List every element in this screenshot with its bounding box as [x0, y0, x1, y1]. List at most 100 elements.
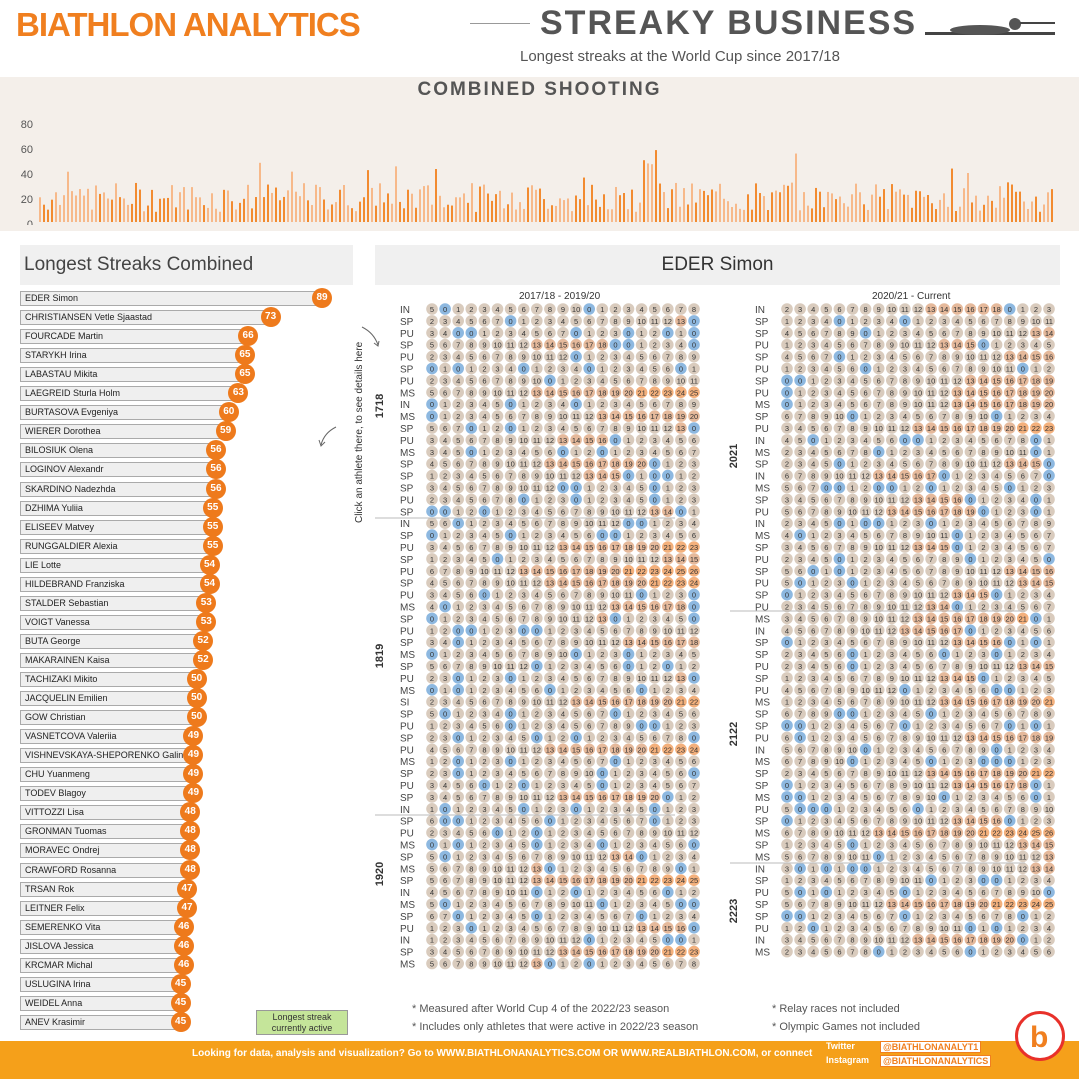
shot-count: 3 [811, 841, 815, 850]
shot-cell [504, 446, 517, 458]
shot-cell [557, 517, 569, 529]
athlete-row[interactable]: BUTA George [20, 633, 208, 649]
shot-cell [452, 446, 464, 458]
shot-cell [570, 422, 582, 434]
athlete-row[interactable]: LABASTAU Mikita [20, 367, 249, 383]
athlete-row[interactable]: VOIGT Vanessa [20, 614, 211, 630]
shot-count: 8 [495, 543, 499, 552]
athlete-row[interactable]: GRONMAN Tuomas [20, 824, 195, 840]
shot-cell [544, 529, 556, 541]
shot-count: 0 [877, 484, 881, 493]
shot-count: 2 [613, 936, 617, 945]
shot-count: 11 [677, 829, 685, 838]
shot-count: 6 [811, 626, 815, 635]
shot-count: 17 [677, 638, 685, 647]
shot-count: 3 [811, 341, 815, 350]
athlete-row[interactable]: LOGINOV Alexandr [20, 462, 220, 478]
shot-count: 0 [1047, 555, 1051, 564]
athlete-row[interactable]: KRCMAR Michal [20, 957, 188, 973]
shot-count: 11 [862, 507, 870, 516]
race-type-label: PU [400, 353, 414, 364]
shot-count: 3 [903, 864, 907, 873]
shot-count: 15 [914, 900, 922, 909]
athlete-row[interactable]: CHRISTIANSEN Vetle Sjaastad [20, 310, 275, 326]
athlete-row[interactable]: WIERER Dorothea [20, 424, 230, 440]
athlete-row[interactable]: LIE Lotte [20, 557, 214, 573]
shot-count: 0 [535, 841, 539, 850]
athlete-row[interactable]: BURTASOVA Evgeniya [20, 405, 233, 421]
shot-count: 10 [901, 876, 909, 885]
shot-count: 4 [561, 424, 565, 433]
athlete-row[interactable]: BILOSIUK Olena [20, 443, 220, 459]
shot-cell [517, 469, 530, 482]
athlete-row[interactable]: VISHNEVSKAYA-SHEPORENKO Galina [20, 748, 198, 764]
athlete-row[interactable]: ELISEEV Matvey [20, 519, 217, 535]
athlete-row[interactable]: ANEV Krasimir [20, 1014, 185, 1030]
shot-cell [662, 434, 674, 446]
shot-cell [439, 398, 451, 410]
shot-count: 4 [981, 710, 985, 719]
shot-count: 0 [785, 388, 789, 397]
athlete-row[interactable]: MORAVEC Ondrej [20, 843, 195, 859]
shot-count: 9 [509, 543, 513, 552]
shot-count: 6 [942, 365, 946, 374]
shot-count: 7 [798, 829, 802, 838]
athlete-row[interactable]: JISLOVA Jessica [20, 938, 188, 954]
shot-count: 0 [443, 817, 447, 826]
athlete-row[interactable]: USLUGINA Irina [20, 976, 185, 992]
shot-count: 5 [482, 472, 486, 481]
shot-count: 2 [811, 638, 815, 647]
athlete-row[interactable]: CHU Yuanmeng [20, 767, 198, 783]
athlete-row[interactable]: RUNGGALDIER Alexia [20, 538, 217, 554]
shot-count: 3 [811, 698, 815, 707]
shot-count: 6 [824, 543, 828, 552]
athlete-row[interactable]: HILDEBRAND Franziska [20, 576, 214, 592]
shot-count: 5 [968, 888, 972, 897]
shot-count: 2 [955, 876, 959, 885]
shot-count: 1 [509, 829, 513, 838]
race-type-label: MS [755, 448, 770, 459]
shot-count: 2 [443, 757, 447, 766]
athlete-row[interactable]: STALDER Sebastian [20, 595, 211, 611]
shot-count: 6 [864, 400, 868, 409]
shot-count: 0 [600, 769, 604, 778]
shot-count: 1 [1021, 757, 1025, 766]
shot-count: 15 [1032, 460, 1040, 469]
shot-count: 4 [587, 841, 591, 850]
shot-count: 3 [430, 948, 434, 957]
shot-cell [622, 493, 635, 506]
athlete-row[interactable]: DZHIMA Yuliia [20, 500, 217, 516]
shot-count: 11 [993, 662, 1001, 671]
athlete-row[interactable]: VITTOZZI Lisa [20, 805, 195, 821]
athlete-row[interactable]: WEIDEL Anna [20, 995, 185, 1011]
shot-cell [675, 434, 687, 446]
shot-count: 6 [942, 745, 946, 754]
shot-cell [596, 327, 609, 339]
athlete-row[interactable]: LAEGREID Sturla Holm [20, 386, 243, 402]
athlete-row[interactable]: FOURCADE Martin [20, 329, 253, 345]
shot-count: 1 [916, 722, 920, 731]
shot-count: 12 [690, 626, 698, 635]
athlete-row[interactable]: JACQUELIN Emilien [20, 691, 201, 707]
athlete-row[interactable]: VASNETCOVA Valeriia [20, 729, 198, 745]
athlete-row[interactable]: TRSAN Rok [20, 881, 192, 897]
shot-cell [609, 422, 622, 434]
athlete-row[interactable]: EDER Simon [20, 291, 326, 306]
shot-count: 9 [482, 960, 486, 969]
athlete-row[interactable]: GOW Christian [20, 710, 201, 726]
shot-count: 1 [1008, 591, 1012, 600]
shot-cell [570, 517, 582, 529]
shot-cell [583, 469, 595, 482]
shot-count: 5 [666, 781, 670, 790]
athlete-row[interactable]: STARYKH Irina [20, 348, 249, 364]
shot-count: 9 [666, 376, 670, 385]
shot-count: 4 [1008, 543, 1012, 552]
athlete-row[interactable]: SEMERENKO Vita [20, 919, 188, 935]
athlete-row[interactable]: TODEV Blagoy [20, 786, 198, 802]
athlete-row[interactable]: TACHIZAKI Mikito [20, 672, 201, 687]
athlete-row[interactable]: SKARDINO Nadezhda [20, 481, 220, 497]
athlete-row[interactable]: CRAWFORD Rosanna [20, 862, 195, 878]
athlete-row[interactable]: LEITNER Felix [20, 900, 192, 916]
athlete-row[interactable]: MAKARAINEN Kaisa [20, 652, 208, 668]
shot-count: 5 [995, 484, 999, 493]
